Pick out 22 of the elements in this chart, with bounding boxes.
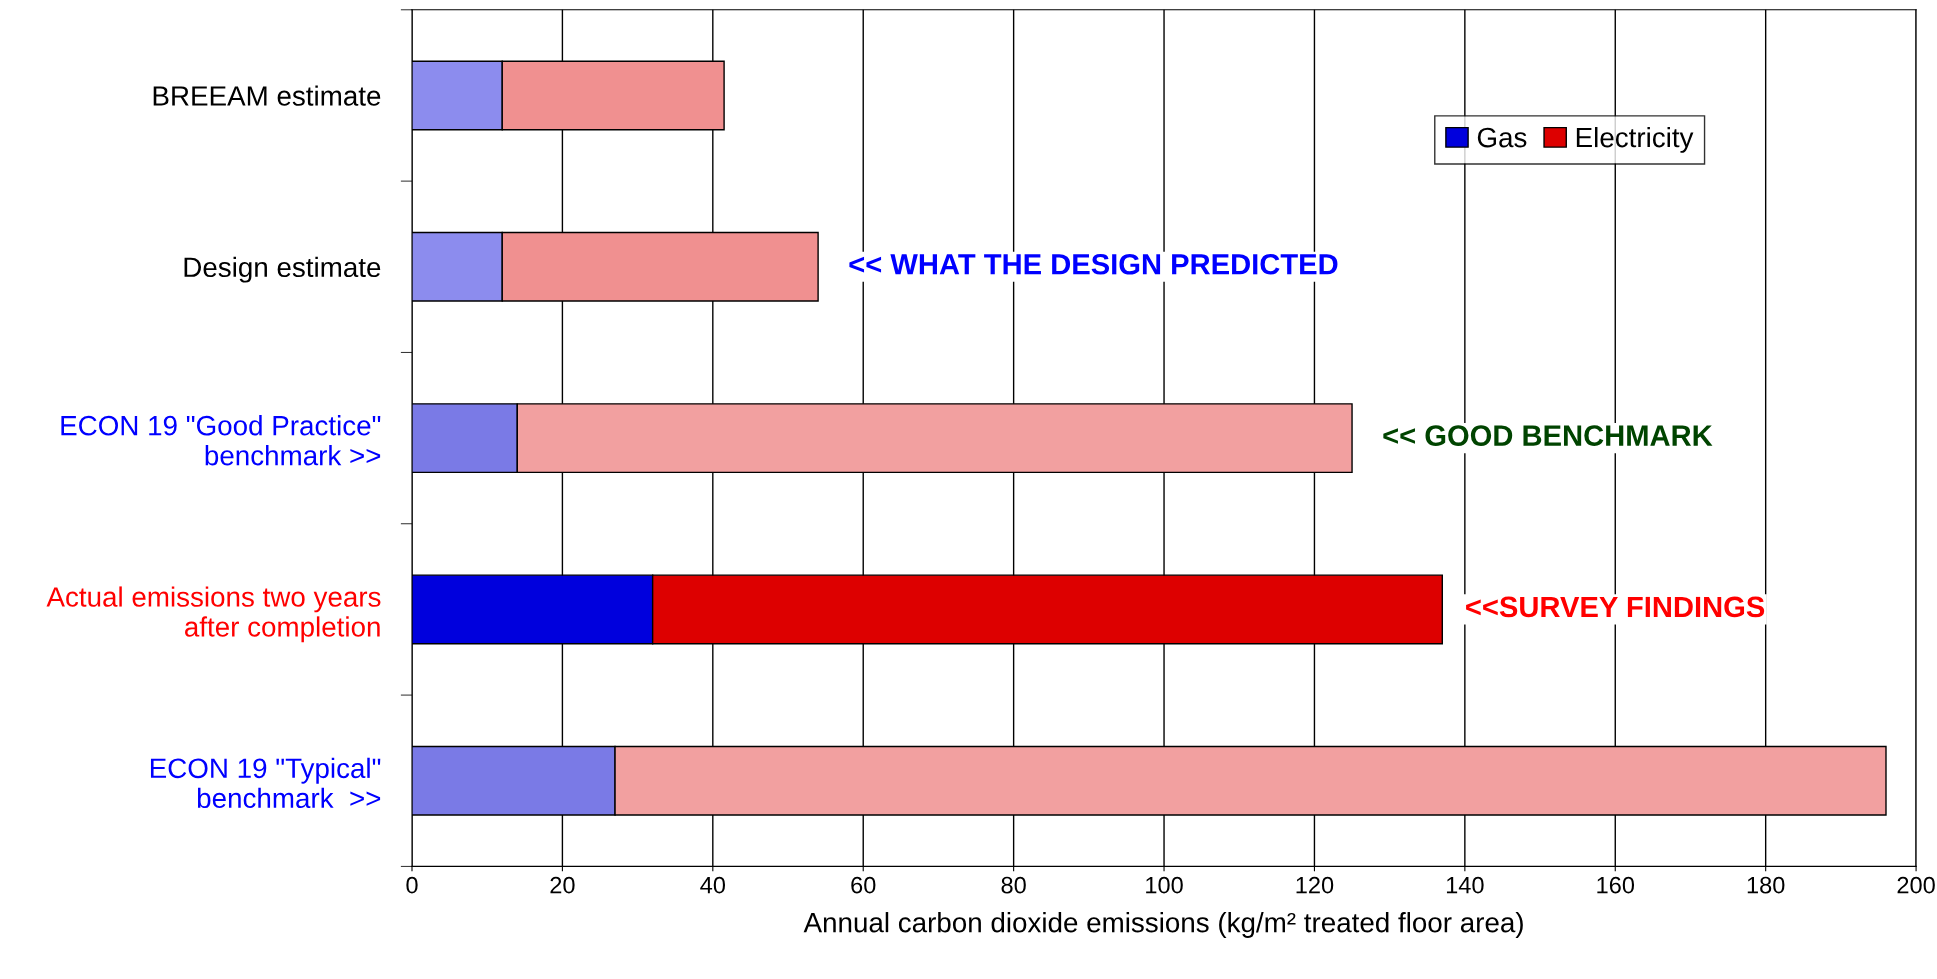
annotation: << GOOD BENCHMARK	[1383, 425, 1713, 446]
legend-label: Electricity	[1576, 126, 1694, 153]
x-tick-label: 140	[1446, 876, 1484, 894]
annotation: <<SURVEY FINDINGS	[1466, 596, 1765, 618]
x-tick-label: 20	[550, 876, 575, 894]
x-axis-title: Annual carbon dioxide emissions (kg/m² treated floor area)	[803, 912, 1523, 938]
y-tick-label: Actual emissions two years after completion	[46, 586, 381, 643]
x-tick-label: 180	[1747, 876, 1785, 894]
y-tick-label: ECON 19 "Good Practice" benchmark >>	[61, 415, 381, 466]
x-tick-label: 80	[1001, 876, 1026, 894]
x-tick-label: 160	[1597, 876, 1635, 894]
x-tick-label: 200	[1897, 876, 1935, 894]
x-tick-label: 60	[851, 876, 876, 894]
y-tick-label: Design estimate	[184, 256, 381, 283]
y-tick-label: ECON 19 "Typical" benchmark >>	[150, 757, 381, 809]
x-tick-label: 40	[700, 876, 726, 894]
legend-label: Gas	[1477, 127, 1527, 148]
x-tick-label: 100	[1146, 876, 1183, 894]
x-tick-label: 0	[406, 876, 418, 894]
annotation: << WHAT THE DESIGN PREDICTED	[849, 253, 1338, 275]
y-tick-label: BREEAM estimate	[153, 85, 381, 106]
x-tick-label: 120	[1296, 876, 1334, 894]
